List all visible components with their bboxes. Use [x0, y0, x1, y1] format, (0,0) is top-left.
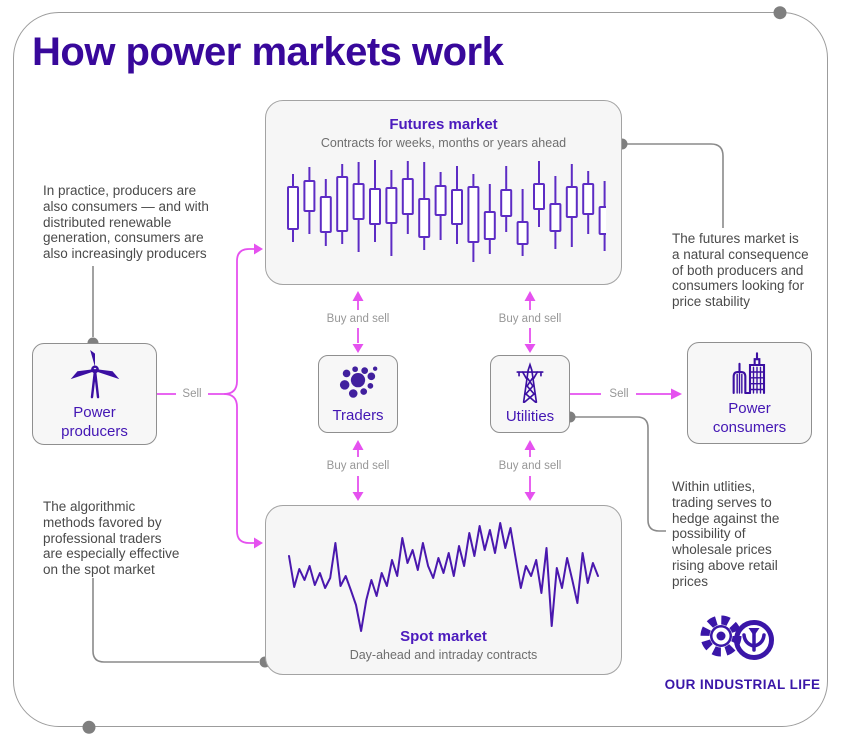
node-power-consumers: Power consumers: [687, 342, 812, 444]
node-power-producers: Power producers: [32, 343, 157, 445]
futures-market-subtitle: Contracts for weeks, months or years ahe…: [320, 136, 567, 150]
bubble-cluster-icon: [339, 365, 378, 398]
brand-logo: OUR INDUSTRIAL LIFE: [650, 608, 835, 692]
futures-market-title: Futures market: [389, 116, 498, 133]
traders-label: Traders: [332, 406, 384, 424]
buy-sell-label-futures-utilities: Buy and sell: [494, 313, 566, 325]
wind-turbine-icon: [70, 350, 119, 399]
power-consumers-label: Power consumers: [712, 400, 787, 436]
power-producers-label: Power producers: [61, 404, 128, 440]
node-traders: Traders: [318, 355, 398, 433]
page-title: How power markets work: [32, 30, 504, 74]
buy-sell-label-futures-traders: Buy and sell: [322, 313, 394, 325]
spot-market-title: Spot market: [400, 628, 487, 645]
futures-market-box: Futures market Contracts for weeks, mont…: [265, 100, 622, 285]
utilities-label: Utilities: [505, 407, 555, 425]
spot-chart: [288, 522, 599, 632]
brand-logo-text: OUR INDUSTRIAL LIFE: [664, 677, 821, 692]
transmission-tower-icon: [516, 361, 544, 403]
node-utilities: Utilities: [490, 355, 570, 433]
buy-sell-label-utilities-spot: Buy and sell: [494, 460, 566, 472]
city-buildings-icon: [732, 352, 765, 395]
outer-frame: [13, 12, 828, 727]
gear-plant-logo-icon: [700, 615, 774, 660]
utilities-sell-label: Sell: [605, 388, 633, 400]
buy-sell-label-traders-spot: Buy and sell: [322, 460, 394, 472]
spot-market-box: Spot market Day-ahead and intraday contr…: [265, 505, 622, 675]
spot-annotation: The algorithmic methods favored by profe…: [43, 499, 180, 578]
spot-market-subtitle: Day-ahead and intraday contracts: [349, 648, 538, 662]
utilities-annotation: Within utlities, trading serves to hedge…: [672, 479, 780, 589]
futures-annotation: The futures market is a natural conseque…: [672, 231, 809, 310]
futures-chart: [287, 160, 606, 262]
producers-sell-label: Sell: [178, 388, 206, 400]
producers-annotation: In practice, producers are also consumer…: [43, 183, 209, 262]
